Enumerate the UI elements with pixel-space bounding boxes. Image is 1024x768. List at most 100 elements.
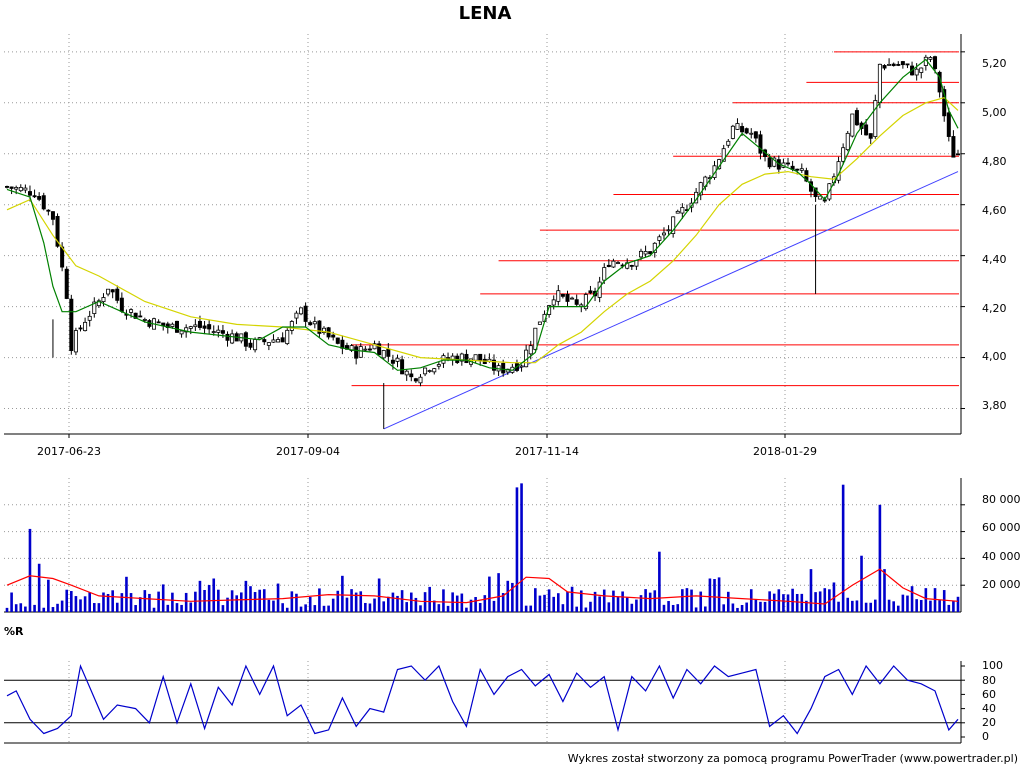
candle-body <box>436 364 441 367</box>
volume-bar <box>529 605 533 612</box>
volume-bar <box>910 586 914 612</box>
volume-bar <box>102 592 105 612</box>
volume-bar <box>662 604 666 612</box>
volume-bar <box>745 602 748 612</box>
volume-bar <box>19 603 23 612</box>
volume-bar <box>478 603 482 612</box>
wr-y-tick-label: 60 <box>982 688 996 701</box>
candle-body <box>850 113 855 137</box>
volume-bar <box>726 591 730 612</box>
volume-bar <box>883 569 886 612</box>
volume-bar <box>924 588 928 612</box>
volume-bar <box>644 589 647 612</box>
candle-body <box>202 325 207 329</box>
candle-body <box>271 339 276 343</box>
candle-body <box>193 324 198 328</box>
candle-body <box>873 100 878 138</box>
volume-bar <box>713 579 716 612</box>
volume-bar <box>327 605 330 612</box>
candle-body <box>37 196 42 200</box>
candle-body <box>78 327 83 330</box>
volume-bar <box>740 605 744 612</box>
candle-body <box>18 187 23 192</box>
volume-bar <box>956 596 960 612</box>
volume-bar <box>42 607 46 612</box>
candle-body <box>565 293 570 302</box>
candle-body <box>528 345 533 355</box>
candle-body <box>207 324 212 330</box>
volume-bar <box>566 591 569 612</box>
volume-bar <box>658 551 661 612</box>
candle-body <box>115 288 120 301</box>
volume-bar <box>419 605 422 612</box>
candle-body <box>170 323 175 327</box>
volume-bar <box>685 588 689 612</box>
footer-credit: Wykres został stworzony za pomocą progra… <box>568 752 1018 765</box>
volume-bar <box>809 569 813 612</box>
candle-body <box>611 260 616 268</box>
volume-y-tick-label: 40 000 <box>982 550 1021 563</box>
volume-bar <box>814 592 817 612</box>
volume-bar <box>878 504 882 612</box>
volume-bar <box>184 592 188 612</box>
volume-bar <box>290 591 294 612</box>
volume-bar <box>786 594 790 612</box>
volume-bar <box>359 591 363 612</box>
candle-body <box>354 346 359 359</box>
price-y-tick-label: 4,20 <box>982 302 1007 315</box>
volume-bar <box>341 575 344 612</box>
volume-bar <box>676 604 680 612</box>
volume-bar <box>598 596 601 612</box>
candle-body <box>64 268 69 299</box>
volume-bar <box>708 578 712 612</box>
volume-bar <box>33 604 36 612</box>
candle-body <box>942 89 947 117</box>
candle-body <box>418 376 423 384</box>
volume-bar <box>129 593 133 612</box>
candle-body <box>110 289 115 293</box>
volume-bar <box>276 583 280 612</box>
volume-bar <box>442 589 445 612</box>
candle-body <box>308 322 313 326</box>
volume-bar <box>70 591 73 612</box>
volume-bar <box>896 605 900 612</box>
volume-bar <box>561 604 565 612</box>
moving-average-fast <box>6 58 959 371</box>
candle-body <box>533 327 538 350</box>
candle-body <box>280 337 285 343</box>
candle-body <box>735 123 740 130</box>
candle-body <box>652 242 657 253</box>
volume-bar <box>285 607 289 612</box>
volume-bar <box>469 599 473 612</box>
volume-bar <box>432 600 436 612</box>
volume-bar <box>952 600 955 612</box>
candle-body <box>758 134 763 154</box>
candle-body <box>730 125 735 139</box>
volume-bar <box>281 603 284 612</box>
x-tick-label: 2018-01-29 <box>753 445 817 458</box>
x-tick-label: 2017-11-14 <box>515 445 579 458</box>
volume-bar <box>171 592 174 612</box>
candle-body <box>386 348 391 357</box>
candle-body <box>101 297 106 303</box>
candle-body <box>537 321 542 325</box>
volume-bar <box>400 590 404 612</box>
candle-body <box>671 216 676 234</box>
volume-bar <box>350 589 353 612</box>
volume-y-tick-label: 60 000 <box>982 521 1021 534</box>
candle-body <box>276 339 281 343</box>
volume-bar <box>552 596 556 612</box>
candle-body <box>179 330 184 335</box>
volume-bar <box>240 592 243 612</box>
candle-body <box>41 195 46 210</box>
candle-body <box>404 370 409 376</box>
volume-bar <box>106 593 110 612</box>
candle-body <box>675 210 680 214</box>
volume-bar <box>630 603 634 612</box>
candle-body <box>27 191 32 196</box>
volume-bar <box>198 580 202 612</box>
volume-bar <box>437 604 441 612</box>
candle-body <box>643 251 648 255</box>
volume-bar <box>152 607 156 612</box>
volume-bar <box>373 598 376 612</box>
